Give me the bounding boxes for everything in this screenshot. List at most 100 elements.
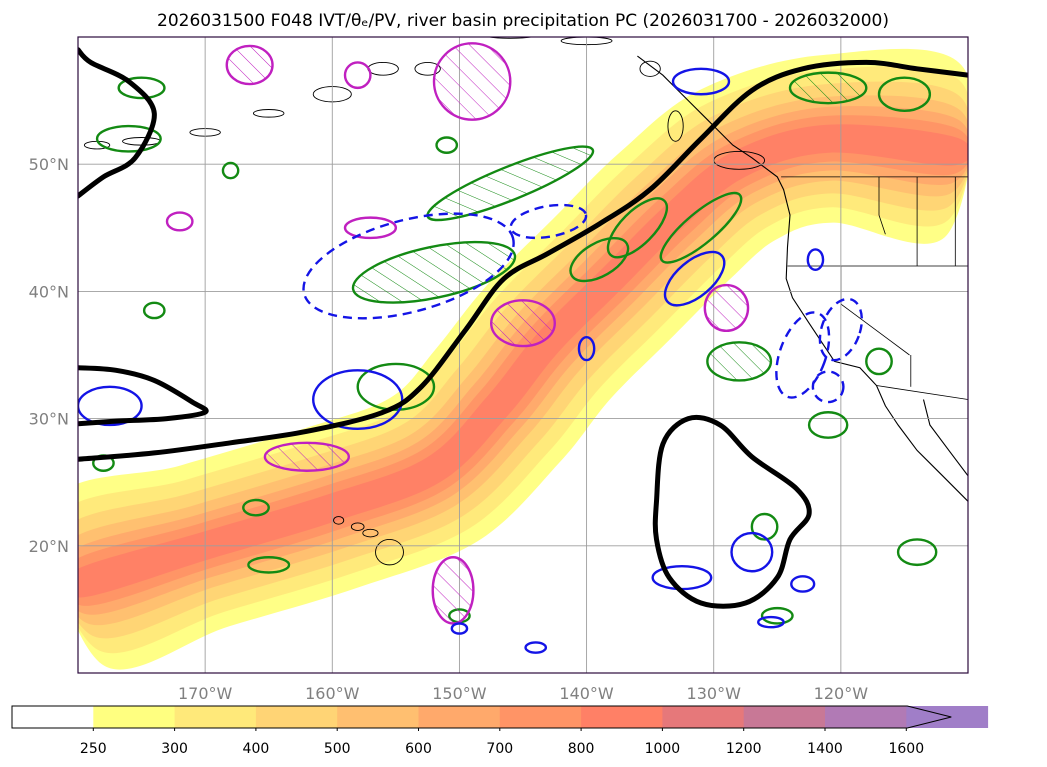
pv-contour-green xyxy=(356,362,436,411)
pv-contour-green xyxy=(750,512,779,541)
coastline-north-america xyxy=(637,55,968,502)
theta-e-main-contour xyxy=(78,59,968,462)
pv-contour-blue-dashed xyxy=(818,297,864,362)
pv-contour-green xyxy=(877,76,932,112)
x-tick-label: 160°W xyxy=(305,684,360,703)
colorbar-tick-label: 600 xyxy=(405,741,432,757)
colorbar-tick-label: 300 xyxy=(161,741,188,757)
colorbar-segment xyxy=(743,706,826,728)
pv-contour-green xyxy=(351,240,517,304)
island xyxy=(333,516,345,525)
pv-contour-blue xyxy=(663,250,726,307)
island xyxy=(362,528,379,538)
pv-contour-green xyxy=(221,161,240,180)
colorbar-segment xyxy=(418,706,501,728)
colorbar-tick-label: 700 xyxy=(486,741,513,757)
colorbar-tick-label: 250 xyxy=(80,741,107,757)
pv-contour-green xyxy=(807,411,849,439)
pv-contour-green xyxy=(760,606,794,625)
island xyxy=(639,60,661,77)
x-tick-label: 120°W xyxy=(814,684,869,703)
ivt-level-800 xyxy=(78,124,968,598)
pv-contour-magenta xyxy=(263,441,351,472)
x-axis-ticks: 170°W 160°W 150°W 140°W 130°W 120°W xyxy=(178,684,868,703)
pv-contour-green xyxy=(606,197,669,259)
pv-contour-magenta xyxy=(343,61,372,90)
colorbar-segment xyxy=(825,706,907,728)
x-tick-label: 150°W xyxy=(432,684,487,703)
theta-e-closed-contour xyxy=(652,414,812,609)
colorbar xyxy=(11,705,989,731)
pv-contour-magenta xyxy=(432,42,512,121)
pv-contour-green xyxy=(95,124,162,153)
pv-contour-green xyxy=(247,556,291,574)
theta-e-contours xyxy=(78,47,968,609)
theta-e-upper-left-contour xyxy=(78,47,157,199)
pv-contours xyxy=(78,42,938,654)
pv-contour-green xyxy=(896,538,938,567)
colorbar-tick-label: 1400 xyxy=(807,741,843,757)
state-border xyxy=(876,385,968,400)
island xyxy=(253,109,285,118)
colorbar-tick-label: 1000 xyxy=(645,741,681,757)
map-area xyxy=(78,37,968,673)
y-axis-ticks: 20°N 30°N 40°N 50°N xyxy=(29,155,69,556)
pv-contour-magenta xyxy=(431,556,475,625)
pv-contour-green xyxy=(117,76,166,100)
colorbar-tick-label: 800 xyxy=(568,741,595,757)
pv-contour-blue-dashed xyxy=(811,370,845,404)
pv-contour-blue xyxy=(78,385,143,427)
pv-contour-green xyxy=(788,71,868,105)
y-tick-label: 20°N xyxy=(29,537,69,556)
colorbar-tick-label: 1600 xyxy=(888,741,924,757)
pv-contour-blue xyxy=(312,369,404,430)
y-tick-label: 50°N xyxy=(29,155,69,174)
colorbar-segment xyxy=(93,706,176,728)
chart-title: 2026031500 F048 IVT/θₑ/PV, river basin p… xyxy=(157,11,889,31)
y-tick-label: 30°N xyxy=(29,410,69,429)
pv-contour-magenta xyxy=(165,211,194,232)
colorbar-segment xyxy=(581,706,663,728)
pv-contour-magenta xyxy=(343,216,398,240)
colorbar-tick-label: 500 xyxy=(324,741,351,757)
colorbar-outline xyxy=(11,705,952,729)
pv-contour-green xyxy=(706,341,773,382)
map-frame xyxy=(77,36,969,674)
colorbar-tick-label: 1200 xyxy=(726,741,762,757)
island xyxy=(667,110,684,142)
colorbar-segment xyxy=(174,706,257,728)
x-tick-label: 130°W xyxy=(687,684,742,703)
pv-contour-green xyxy=(569,237,630,283)
pv-contour-blue xyxy=(671,67,731,96)
pv-contour-green xyxy=(142,301,166,320)
pv-contour-green xyxy=(865,347,893,376)
pv-contour-green xyxy=(435,136,459,154)
colorbar-segment-below xyxy=(12,706,94,728)
x-tick-label: 140°W xyxy=(559,684,614,703)
colorbar-segment xyxy=(337,706,419,728)
coastline-gulf xyxy=(922,399,968,477)
colorbar-tick-label: 400 xyxy=(243,741,270,757)
pv-contour-blue xyxy=(577,335,596,362)
pv-contour-magenta xyxy=(703,283,750,333)
theta-e-left-contour xyxy=(78,365,209,427)
pv-contour-blue xyxy=(806,248,825,271)
pv-contour-blue-dashed xyxy=(302,212,515,320)
pv-contour-green xyxy=(659,191,743,264)
pv-contour-blue xyxy=(450,622,469,635)
pv-contour-blue xyxy=(730,531,774,573)
colorbar-extend-arrow xyxy=(907,706,952,728)
island xyxy=(350,522,365,531)
pv-contour-green xyxy=(242,498,270,517)
colorbar-labels: 250 300 400 500 600 700 800 1000 1200 14… xyxy=(80,741,924,757)
pv-contour-blue xyxy=(790,575,816,593)
pv-contour-blue xyxy=(757,615,785,629)
colorbar-segment xyxy=(255,706,338,728)
pv-contour-blue-dashed xyxy=(775,311,831,399)
island xyxy=(375,538,404,566)
colorbar-segment xyxy=(662,706,745,728)
colorbar-segment xyxy=(499,706,582,728)
y-tick-label: 40°N xyxy=(29,282,69,301)
ivt-filled-contours xyxy=(78,48,968,670)
